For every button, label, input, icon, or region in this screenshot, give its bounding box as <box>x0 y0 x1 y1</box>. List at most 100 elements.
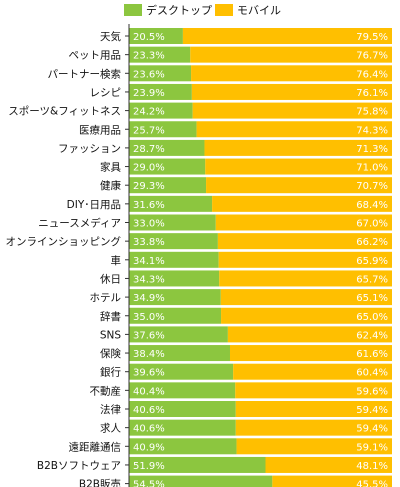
data-label-mobile: 65.9% <box>356 256 388 267</box>
data-label-mobile: 48.1% <box>356 461 388 472</box>
data-label-desktop: 31.6% <box>133 200 165 211</box>
bar-mobile <box>272 475 392 487</box>
data-label-mobile: 79.5% <box>356 32 388 43</box>
legend-label-mobile: モバイル <box>237 4 281 17</box>
category-label: B2Bソフトウェア <box>37 460 121 472</box>
bar-desktop <box>129 326 228 343</box>
bar-desktop <box>129 401 236 417</box>
bar-mobile <box>233 363 392 380</box>
bar-desktop <box>129 345 230 362</box>
data-label-mobile: 71.3% <box>356 144 388 155</box>
bar-mobile <box>219 270 392 287</box>
category-label: DIY･日用品 <box>67 199 121 211</box>
bar-mobile <box>191 83 392 100</box>
category-label: 医療用品 <box>79 123 121 136</box>
bar-desktop <box>129 177 207 194</box>
category-label: スポーツ&フィットネス <box>8 106 121 118</box>
bar-desktop <box>129 158 206 175</box>
bar-mobile <box>227 326 392 343</box>
category-label: 不動産 <box>90 384 122 397</box>
data-label-desktop: 33.0% <box>133 219 165 230</box>
bar-desktop <box>129 65 192 82</box>
bar-mobile <box>215 214 392 231</box>
data-label-mobile: 45.5% <box>356 480 388 487</box>
data-label-desktop: 40.9% <box>133 442 165 453</box>
category-label: 休日 <box>100 273 121 285</box>
category-label: 天気 <box>100 30 121 43</box>
category-label: パートナー検索 <box>48 67 122 80</box>
data-label-desktop: 29.0% <box>133 163 165 174</box>
bar-desktop <box>129 195 213 212</box>
data-label-desktop: 23.6% <box>133 69 165 80</box>
category-label: ホテル <box>90 292 122 304</box>
bar-mobile <box>206 177 392 194</box>
data-label-mobile: 76.4% <box>356 69 388 80</box>
data-label-desktop: 34.9% <box>133 293 165 304</box>
data-label-desktop: 34.3% <box>133 274 165 285</box>
bar-mobile <box>191 65 392 82</box>
bar-desktop <box>129 214 216 231</box>
category-label: 銀行 <box>100 366 121 379</box>
data-label-mobile: 70.7% <box>356 181 388 192</box>
data-label-mobile: 59.4% <box>356 424 388 435</box>
data-label-desktop: 24.2% <box>133 107 165 118</box>
bar-desktop <box>129 289 221 306</box>
bar-mobile <box>212 195 392 212</box>
bar-desktop <box>129 363 234 380</box>
bar-mobile <box>196 121 392 138</box>
data-label-desktop: 33.8% <box>133 237 165 248</box>
category-label: レシピ <box>90 87 122 99</box>
category-label: 法律 <box>100 403 121 416</box>
data-label-mobile: 67.0% <box>356 219 388 230</box>
data-label-desktop: 34.1% <box>133 256 165 267</box>
category-label: 辞書 <box>100 310 121 323</box>
data-label-desktop: 40.6% <box>133 405 165 416</box>
bar-mobile <box>235 401 392 417</box>
bar-desktop <box>129 121 197 138</box>
bar-mobile <box>220 289 392 306</box>
category-label: ファッション <box>58 143 121 155</box>
category-label: 家具 <box>100 161 121 174</box>
category-label: オンラインショッピング <box>6 235 122 248</box>
plot-area: 天気 20.5% 79.5% ペット用品 23.3% 76.7% パートナー検索 23.6% 7… <box>6 28 392 487</box>
data-label-desktop: 25.7% <box>133 125 165 136</box>
bar-mobile <box>221 307 392 324</box>
data-label-desktop: 20.5% <box>133 32 165 43</box>
category-label: B2B販売 <box>79 478 121 487</box>
data-label-mobile: 59.1% <box>356 442 388 453</box>
bar-mobile <box>192 102 392 119</box>
bar-mobile <box>265 456 392 473</box>
category-label: 健康 <box>100 179 121 192</box>
bar-mobile <box>205 158 392 175</box>
data-label-mobile: 76.7% <box>356 51 388 62</box>
data-label-mobile: 68.4% <box>356 200 388 211</box>
bar-desktop <box>129 28 183 44</box>
chart-legend: デスクトップ モバイル <box>124 3 281 17</box>
category-label: ニュースメディア <box>38 217 121 230</box>
bar-desktop <box>129 419 236 436</box>
category-label: 遠距離通信 <box>69 440 122 453</box>
bar-desktop <box>129 382 236 399</box>
bar-mobile <box>236 438 392 455</box>
bar-desktop <box>129 46 191 63</box>
data-label-desktop: 40.6% <box>133 424 165 435</box>
bar-desktop <box>129 139 205 156</box>
data-label-mobile: 65.0% <box>356 312 388 323</box>
data-label-mobile: 59.4% <box>356 405 388 416</box>
legend-swatch-desktop <box>124 4 142 16</box>
data-label-desktop: 28.7% <box>133 144 165 155</box>
data-label-desktop: 23.3% <box>133 51 165 62</box>
data-label-mobile: 75.8% <box>356 107 388 118</box>
data-label-mobile: 74.3% <box>356 125 388 136</box>
category-label: 車 <box>111 254 122 267</box>
bar-desktop <box>129 83 192 100</box>
bar-desktop <box>129 307 222 324</box>
legend-label-desktop: デスクトップ <box>146 3 212 17</box>
bar-mobile <box>235 419 392 436</box>
data-label-desktop: 35.0% <box>133 312 165 323</box>
data-label-desktop: 40.4% <box>133 386 165 397</box>
category-label: 求人 <box>100 423 121 435</box>
bar-desktop <box>129 438 237 455</box>
data-label-mobile: 76.1% <box>356 88 388 99</box>
data-label-mobile: 61.6% <box>356 349 388 360</box>
